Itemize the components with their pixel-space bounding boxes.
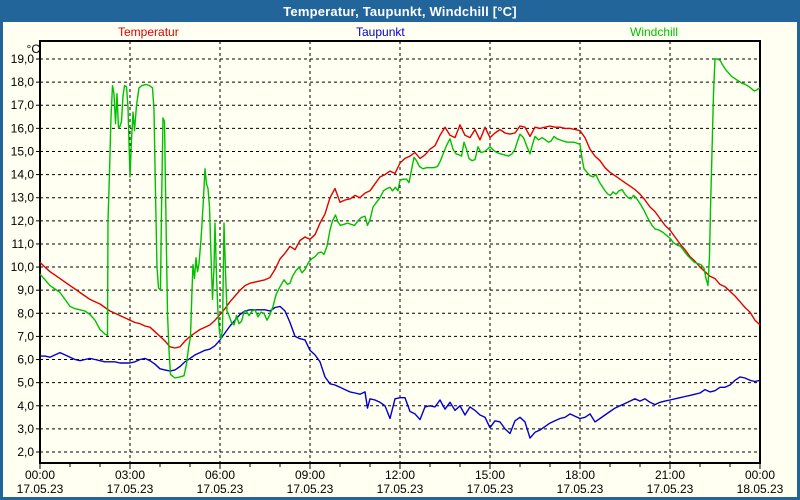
x-tick-date-label: 17.05.23 (557, 482, 604, 496)
legend-taupunkt: Taupunkt (356, 25, 405, 39)
y-tick-label: 11,0 (12, 237, 35, 251)
y-tick-label: 6,0 (17, 353, 34, 367)
legend-windchill: Windchill (630, 25, 679, 39)
y-tick-label: 19,0 (11, 52, 35, 66)
x-tick-time-label: 03:00 (115, 468, 145, 482)
y-tick-label: 10,0 (11, 260, 35, 274)
x-tick-date-label: 17.05.23 (287, 482, 334, 496)
x-tick-time-label: 18:00 (565, 468, 595, 482)
x-tick-time-label: 09:00 (295, 468, 325, 482)
x-tick-time-label: 00:00 (745, 468, 775, 482)
x-tick-time-label: 15:00 (475, 468, 505, 482)
x-tick-date-label: 17.05.23 (197, 482, 244, 496)
x-tick-date-label: 17.05.23 (377, 482, 424, 496)
x-tick-date-label: 17.05.23 (17, 482, 64, 496)
window-title: Temperatur, Taupunkt, Windchill [°C] (283, 3, 517, 19)
window-title-bar: Temperatur, Taupunkt, Windchill [°C] (3, 0, 797, 22)
y-axis-unit-label: °C (26, 42, 40, 56)
plot-border (39, 40, 761, 464)
y-tick-label: 13,0 (11, 191, 35, 205)
y-tick-label: 17,0 (11, 98, 35, 112)
x-tick-time-label: 00:00 (25, 468, 55, 482)
legend-temperatur: Temperatur (118, 25, 179, 39)
y-tick-label: 7,0 (17, 329, 34, 343)
x-tick-time-label: 21:00 (655, 468, 685, 482)
y-tick-label: 3,0 (17, 422, 34, 436)
x-tick-date-label: 17.05.23 (647, 482, 694, 496)
series-windchill (39, 58, 761, 379)
y-tick-label: 8,0 (17, 306, 34, 320)
y-tick-label: 9,0 (17, 283, 34, 297)
y-tick-label: 14,0 (11, 168, 35, 182)
y-tick-label: 12,0 (11, 214, 35, 228)
x-tick-date-label: 17.05.23 (467, 482, 514, 496)
y-tick-label: 4,0 (17, 399, 34, 413)
x-tick-date-label: 18.05.23 (737, 482, 784, 496)
x-tick-time-label: 12:00 (385, 468, 415, 482)
series-taupunkt (40, 305, 761, 439)
y-tick-label: 5,0 (17, 376, 34, 390)
x-tick-date-label: 17.05.23 (107, 482, 154, 496)
y-tick-label: 16,0 (11, 121, 35, 135)
y-tick-label: 2,0 (17, 445, 34, 459)
x-tick-time-label: 06:00 (205, 468, 235, 482)
y-tick-label: 15,0 (11, 144, 35, 158)
y-tick-label: 18,0 (11, 75, 35, 89)
series-temperatur (39, 124, 761, 349)
